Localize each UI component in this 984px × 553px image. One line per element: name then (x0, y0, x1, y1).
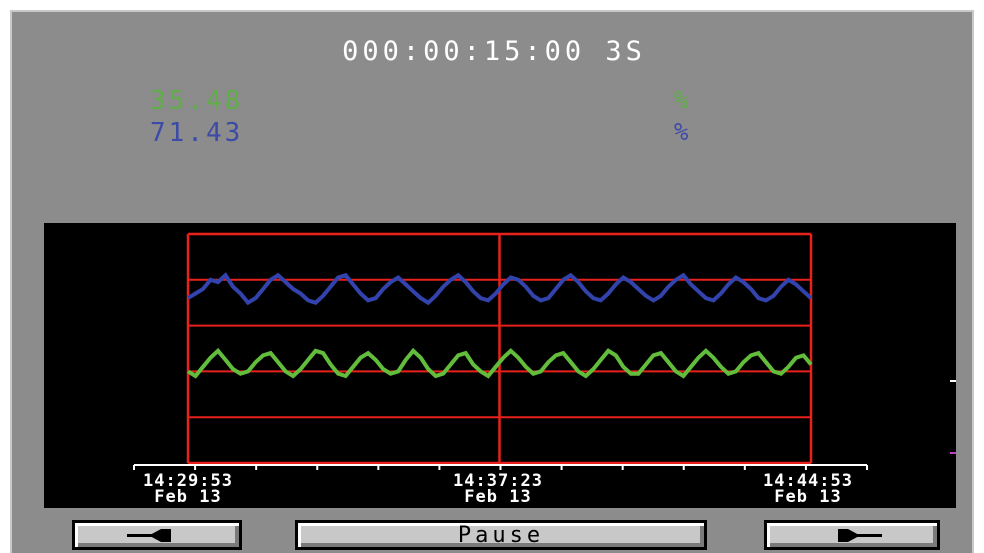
x-tick-time-3: 14:44:53 (763, 471, 853, 491)
x-tick-time-1: 14:29:53 (143, 471, 233, 491)
x-tick-time-2: 14:37:23 (453, 471, 543, 491)
x-tick-date-3: Feb 13 (774, 487, 842, 507)
readout-value-2: 71.43 (150, 118, 244, 148)
recorder-screen: 000:00:15:00 3S 35.48 % 71.43 % 14:29:53… (10, 10, 974, 553)
pause-button[interactable]: Pause (295, 520, 707, 550)
trend-plot (133, 232, 956, 470)
scroll-back-button[interactable] (72, 520, 242, 550)
readout-unit-2: % (674, 118, 692, 146)
x-tick-label-2: 14:37:23 Feb 13 (428, 471, 568, 507)
readout-value-1: 35.48 (150, 86, 244, 116)
x-tick-date-2: Feb 13 (464, 487, 532, 507)
arrow-left-icon (127, 529, 171, 542)
x-tick-date-1: Feb 13 (154, 487, 222, 507)
arrow-right-icon (838, 529, 882, 542)
readout-unit-1: % (674, 86, 692, 114)
elapsed-time: 000:00:15:00 3S (342, 36, 646, 67)
pause-button-label: Pause (457, 522, 545, 548)
x-tick-label-3: 14:44:53 Feb 13 (738, 471, 878, 507)
scroll-forward-button[interactable] (764, 520, 940, 550)
trace-1 (186, 272, 813, 306)
trend-chart: 14:29:53 Feb 13 14:37:23 Feb 13 14:44:53… (44, 223, 956, 508)
trace-2 (186, 347, 813, 379)
x-tick-label-1: 14:29:53 Feb 13 (118, 471, 258, 507)
